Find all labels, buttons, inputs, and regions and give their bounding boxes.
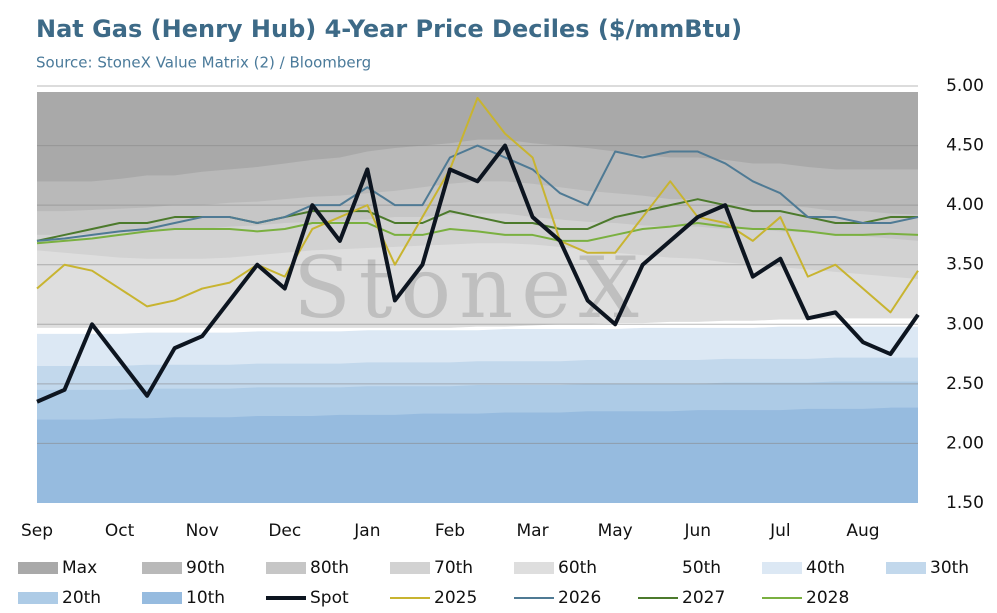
legend-label: 70th — [434, 558, 473, 578]
legend-label: 20th — [62, 588, 101, 608]
legend-swatch — [638, 562, 678, 574]
legend-label: 2026 — [558, 588, 601, 608]
legend-label: 50th — [682, 558, 721, 578]
legend-swatch — [18, 592, 58, 604]
price-line — [36, 96, 919, 314]
legend-label: Spot — [310, 588, 349, 608]
y-tick-label: 4.50 — [946, 136, 984, 156]
x-tick-label: Aug — [846, 521, 879, 541]
chart-subtitle: Source: StoneX Value Matrix (2) / Bloomb… — [36, 54, 371, 72]
legend-label: Max — [62, 558, 97, 578]
price-line — [36, 222, 919, 245]
legend-swatch — [18, 562, 58, 574]
x-tick-label: Sep — [21, 521, 53, 541]
y-tick-label: 2.00 — [946, 433, 984, 453]
x-tick-label: Jun — [683, 521, 711, 541]
legend-label: 90th — [186, 558, 225, 578]
legend-swatch — [886, 562, 926, 574]
x-tick-label: Jul — [769, 521, 791, 541]
legend-swatch — [266, 562, 306, 574]
legend-swatch — [142, 592, 182, 604]
x-tick-label: Feb — [435, 521, 465, 541]
legend-label: 30th — [930, 558, 969, 578]
legend-label: 60th — [558, 558, 597, 578]
y-tick-label: 3.00 — [946, 314, 984, 334]
y-tick-label: 4.00 — [946, 195, 984, 215]
y-tick-label: 3.50 — [946, 255, 984, 275]
x-tick-label: May — [598, 521, 633, 541]
legend-swatch — [390, 562, 430, 574]
legend-label: 2028 — [806, 588, 849, 608]
legend-swatch — [142, 562, 182, 574]
legend-swatch — [762, 562, 802, 574]
y-tick-label: 2.50 — [946, 374, 984, 394]
legend-label: 2025 — [434, 588, 477, 608]
price-line — [36, 144, 919, 242]
chart-title: Nat Gas (Henry Hub) 4-Year Price Deciles… — [36, 15, 742, 43]
x-tick-label: Jan — [353, 521, 380, 541]
legend-swatch — [514, 562, 554, 574]
y-tick-label: 1.50 — [946, 493, 984, 513]
legend-label: 80th — [310, 558, 349, 578]
x-tick-label: Oct — [105, 521, 135, 541]
x-tick-label: Dec — [268, 521, 301, 541]
x-tick-label: Mar — [517, 521, 549, 541]
price-line — [36, 198, 918, 242]
legend-label: 40th — [806, 558, 845, 578]
decile-band — [37, 407, 918, 503]
price-line — [36, 143, 920, 404]
legend-label: 10th — [186, 588, 225, 608]
x-tick-label: Nov — [186, 521, 219, 541]
legend-label: 2027 — [682, 588, 725, 608]
y-tick-label: 5.00 — [946, 76, 984, 96]
